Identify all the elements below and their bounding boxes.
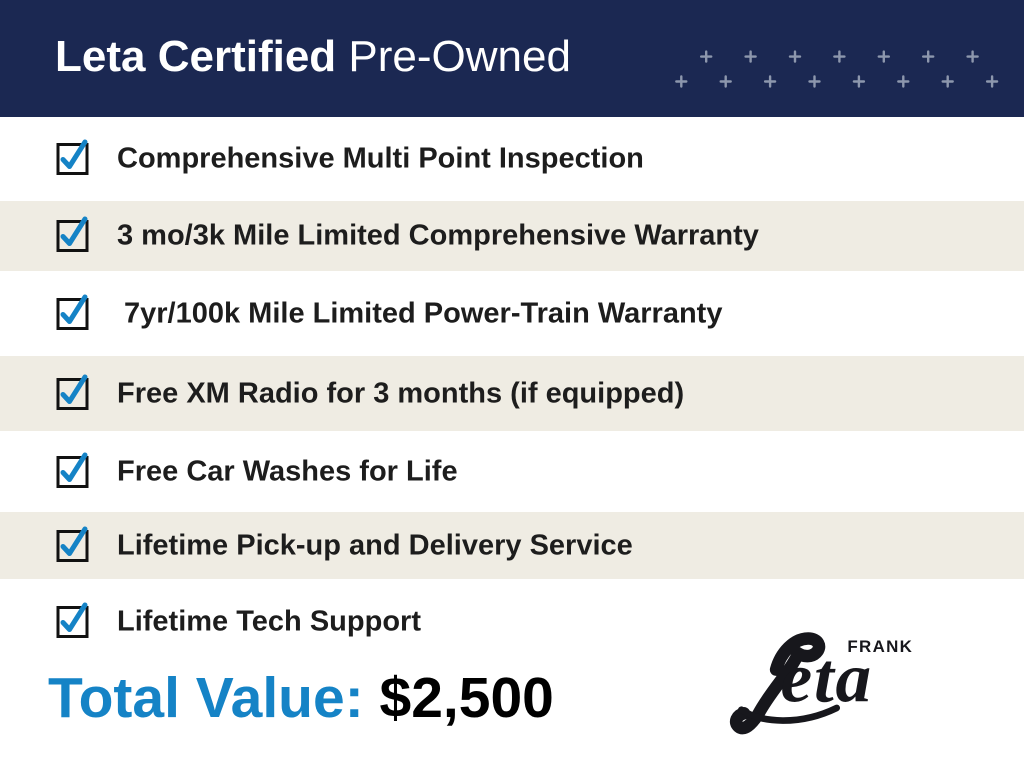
svg-text:FRANK: FRANK bbox=[847, 637, 913, 656]
